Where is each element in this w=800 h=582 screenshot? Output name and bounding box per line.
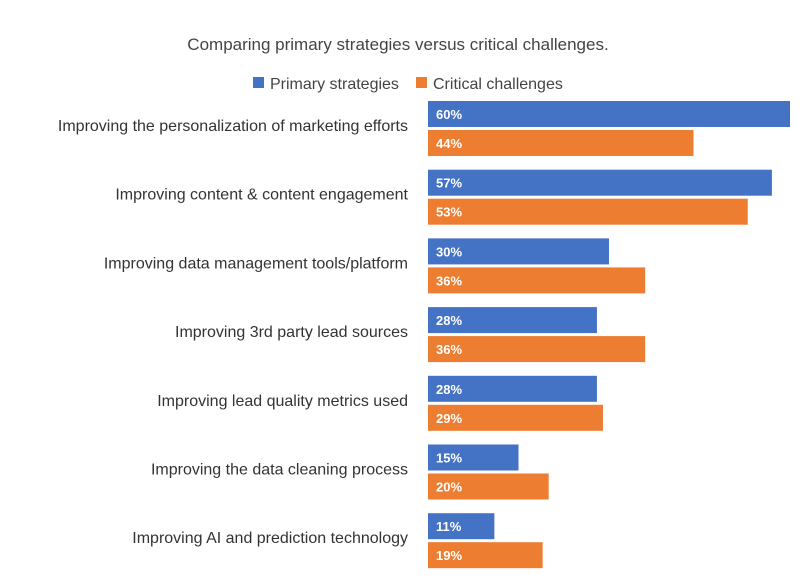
bar-challenge xyxy=(428,198,748,225)
data-label: 30% xyxy=(436,244,462,259)
legend-label-primary: Primary strategies xyxy=(270,76,399,93)
data-label: 28% xyxy=(436,313,462,328)
bar-primary xyxy=(428,513,495,540)
bar-primary xyxy=(428,307,597,334)
category-label: Improving data management tools/platform xyxy=(104,255,408,272)
category-label: Improving the data cleaning process xyxy=(151,462,408,479)
data-label: 29% xyxy=(436,411,462,426)
bar-challenge xyxy=(428,336,646,363)
bar-primary xyxy=(428,375,597,402)
bar-challenge xyxy=(428,404,603,431)
data-label: 36% xyxy=(436,342,462,357)
legend-label-challenges: Critical challenges xyxy=(433,76,563,93)
category-label: Improving 3rd party lead sources xyxy=(175,324,408,341)
bar-primary xyxy=(428,169,772,196)
data-label: 20% xyxy=(436,480,462,495)
legend: Primary strategies Critical challenges xyxy=(253,76,563,93)
bar-challenge xyxy=(428,542,543,569)
bar-challenge xyxy=(428,130,694,156)
category-label: Improving the personalization of marketi… xyxy=(58,118,408,135)
data-label: 11% xyxy=(436,519,462,534)
data-label: 28% xyxy=(436,382,462,397)
legend-swatch-challenges xyxy=(416,77,427,88)
data-label: 36% xyxy=(436,273,462,288)
bar-primary xyxy=(428,238,609,265)
data-label: 15% xyxy=(436,451,462,466)
bar-challenge xyxy=(428,267,646,294)
bar-challenge xyxy=(428,473,549,500)
bar-primary xyxy=(428,101,790,127)
data-label: 53% xyxy=(436,205,462,220)
data-label: 44% xyxy=(436,136,462,151)
data-label: 19% xyxy=(436,548,462,563)
plot-area: Improving the personalization of marketi… xyxy=(58,101,790,569)
data-label: 60% xyxy=(436,107,462,122)
chart-title: Comparing primary strategies versus crit… xyxy=(187,35,608,54)
category-label: Improving AI and prediction technology xyxy=(132,530,408,547)
category-label: Improving lead quality metrics used xyxy=(157,393,408,410)
legend-swatch-primary xyxy=(253,77,264,88)
data-label: 57% xyxy=(436,176,462,191)
category-label: Improving content & content engagement xyxy=(115,187,408,204)
bar-primary xyxy=(428,444,519,471)
